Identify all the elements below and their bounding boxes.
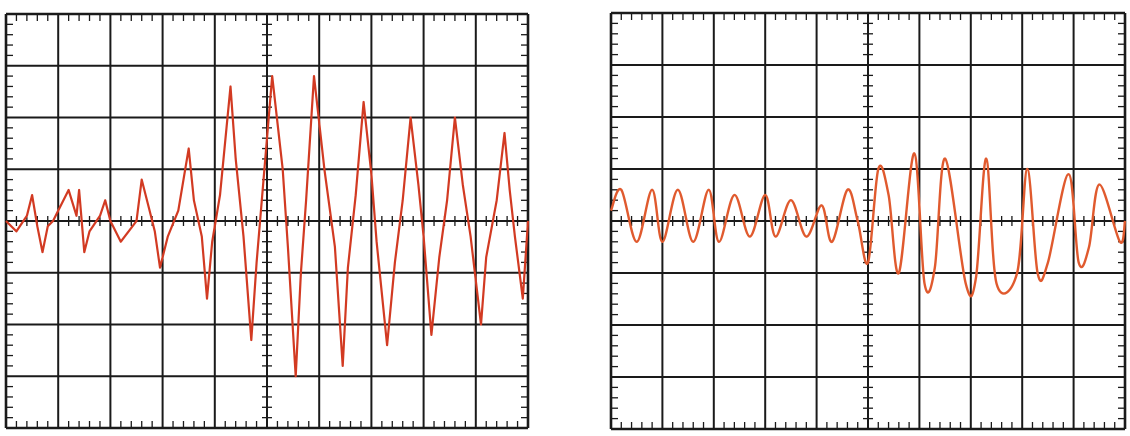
graticule — [4, 12, 530, 430]
signal-trace — [5, 75, 530, 378]
chart-right — [609, 11, 1127, 431]
chart-left — [4, 12, 530, 430]
signal-trace — [609, 152, 1127, 298]
graticule — [609, 11, 1127, 431]
oscilloscope-screen-left — [4, 12, 530, 430]
oscilloscope-screen-right — [609, 11, 1127, 431]
